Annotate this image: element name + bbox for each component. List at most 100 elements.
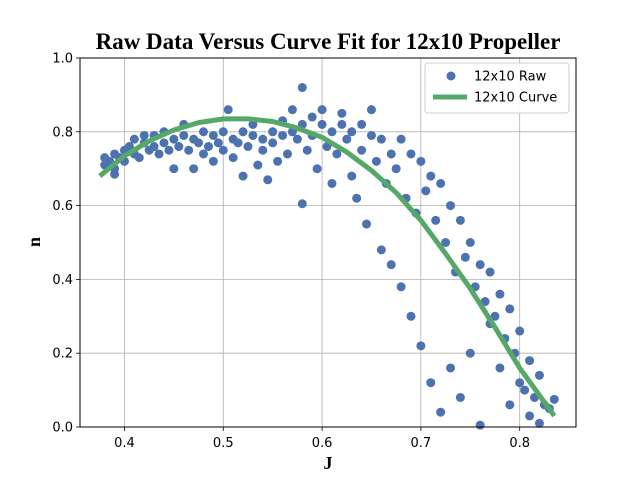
raw-data-point xyxy=(431,215,441,225)
raw-data-point xyxy=(366,130,376,140)
raw-data-point xyxy=(297,83,307,93)
raw-data-point xyxy=(436,407,446,417)
raw-data-point xyxy=(159,138,169,148)
raw-data-point xyxy=(406,311,416,321)
raw-data-point xyxy=(184,145,194,155)
legend-curve-label: 12x10 Curve xyxy=(474,91,557,106)
raw-data-point xyxy=(253,160,263,170)
raw-data-point xyxy=(505,400,515,410)
raw-data-point xyxy=(327,127,337,137)
raw-data-point xyxy=(307,112,317,122)
curve-fit-line xyxy=(98,116,557,418)
raw-data-point xyxy=(258,145,268,155)
raw-data-point xyxy=(169,164,179,174)
x-tick-label: 0.7 xyxy=(411,436,432,451)
raw-data-point xyxy=(282,149,292,159)
raw-data-point xyxy=(238,127,248,137)
raw-data-point xyxy=(317,105,327,115)
legend-box xyxy=(424,62,570,114)
raw-data-point xyxy=(490,311,500,321)
raw-data-point xyxy=(337,108,347,118)
raw-data-point xyxy=(129,134,139,144)
y-axis-label: n xyxy=(24,237,44,247)
raw-data-point xyxy=(337,119,347,129)
raw-data-point xyxy=(297,199,307,209)
raw-data-point xyxy=(416,341,426,351)
y-tick-label: 0.2 xyxy=(52,347,73,362)
raw-data-point xyxy=(446,201,456,211)
raw-data-point xyxy=(332,149,342,159)
raw-data-point xyxy=(233,138,243,148)
y-tick-label: 0.6 xyxy=(52,199,73,214)
raw-data-point xyxy=(465,348,475,358)
x-tick-label: 0.5 xyxy=(213,436,234,451)
raw-data-point xyxy=(357,145,367,155)
y-tick-label: 0.4 xyxy=(52,273,73,288)
plot-background xyxy=(80,58,576,427)
raw-data-point xyxy=(475,260,485,270)
raw-data-point xyxy=(268,127,278,137)
raw-data-point xyxy=(110,169,120,179)
raw-data-point xyxy=(154,149,164,159)
raw-data-point xyxy=(347,127,357,137)
raw-data-point xyxy=(287,105,297,115)
raw-data-point xyxy=(436,178,446,188)
raw-data-point xyxy=(223,105,233,115)
raw-data-point xyxy=(327,178,337,188)
raw-data-point xyxy=(534,418,544,428)
raw-data-point xyxy=(376,134,386,144)
raw-data-point xyxy=(194,138,204,148)
raw-data-point xyxy=(164,145,174,155)
raw-data-point xyxy=(460,252,470,262)
raw-data-point xyxy=(495,363,505,373)
x-axis-label: J xyxy=(324,453,333,473)
x-tick-label: 0.8 xyxy=(509,436,530,451)
raw-data-point xyxy=(426,171,436,181)
raw-data-point xyxy=(169,134,179,144)
raw-data-point xyxy=(278,130,288,140)
raw-data-point xyxy=(199,127,209,137)
raw-data-point xyxy=(376,245,386,255)
raw-data-point xyxy=(218,127,228,137)
raw-data-point xyxy=(406,149,416,159)
raw-data-point xyxy=(426,378,436,388)
raw-data-point xyxy=(174,142,184,152)
raw-data-point xyxy=(203,142,213,152)
raw-data-point xyxy=(515,378,525,388)
raw-data-point xyxy=(520,385,530,395)
raw-data-point xyxy=(139,130,149,140)
y-tick-label: 0.8 xyxy=(52,125,73,140)
y-tick-label: 0.0 xyxy=(52,421,73,436)
raw-data-point xyxy=(525,356,535,366)
raw-data-point xyxy=(386,260,396,270)
raw-data-point xyxy=(396,282,406,292)
curve-layer xyxy=(98,116,557,418)
raw-data-point xyxy=(362,219,372,229)
raw-data-point xyxy=(549,394,559,404)
raw-data-point xyxy=(149,142,159,152)
raw-data-point xyxy=(455,215,465,225)
raw-data-point xyxy=(352,193,362,203)
raw-data-point xyxy=(416,156,426,166)
y-tick-label: 1.0 xyxy=(52,52,73,67)
raw-data-point xyxy=(248,119,258,129)
raw-data-point xyxy=(292,134,302,144)
legend-raw-marker xyxy=(446,71,456,81)
raw-data-point xyxy=(455,392,465,402)
raw-data-point xyxy=(391,164,401,174)
raw-data-point xyxy=(238,171,248,181)
plot-frame xyxy=(79,57,577,428)
y-axis-ticks: 0.0 0.2 0.4 0.6 0.8 1.0 xyxy=(52,52,80,436)
raw-data-point xyxy=(396,134,406,144)
raw-data-point xyxy=(515,326,525,336)
raw-data-point xyxy=(534,370,544,380)
raw-data-point xyxy=(441,238,451,247)
raw-data-point xyxy=(312,164,322,174)
raw-data-point xyxy=(371,156,381,166)
raw-data-point xyxy=(347,171,357,181)
raw-data-point xyxy=(218,145,228,155)
legend: 12x10 Raw 12x10 Curve xyxy=(424,62,570,114)
raw-data-point xyxy=(243,142,253,152)
raw-data-point xyxy=(366,105,376,115)
